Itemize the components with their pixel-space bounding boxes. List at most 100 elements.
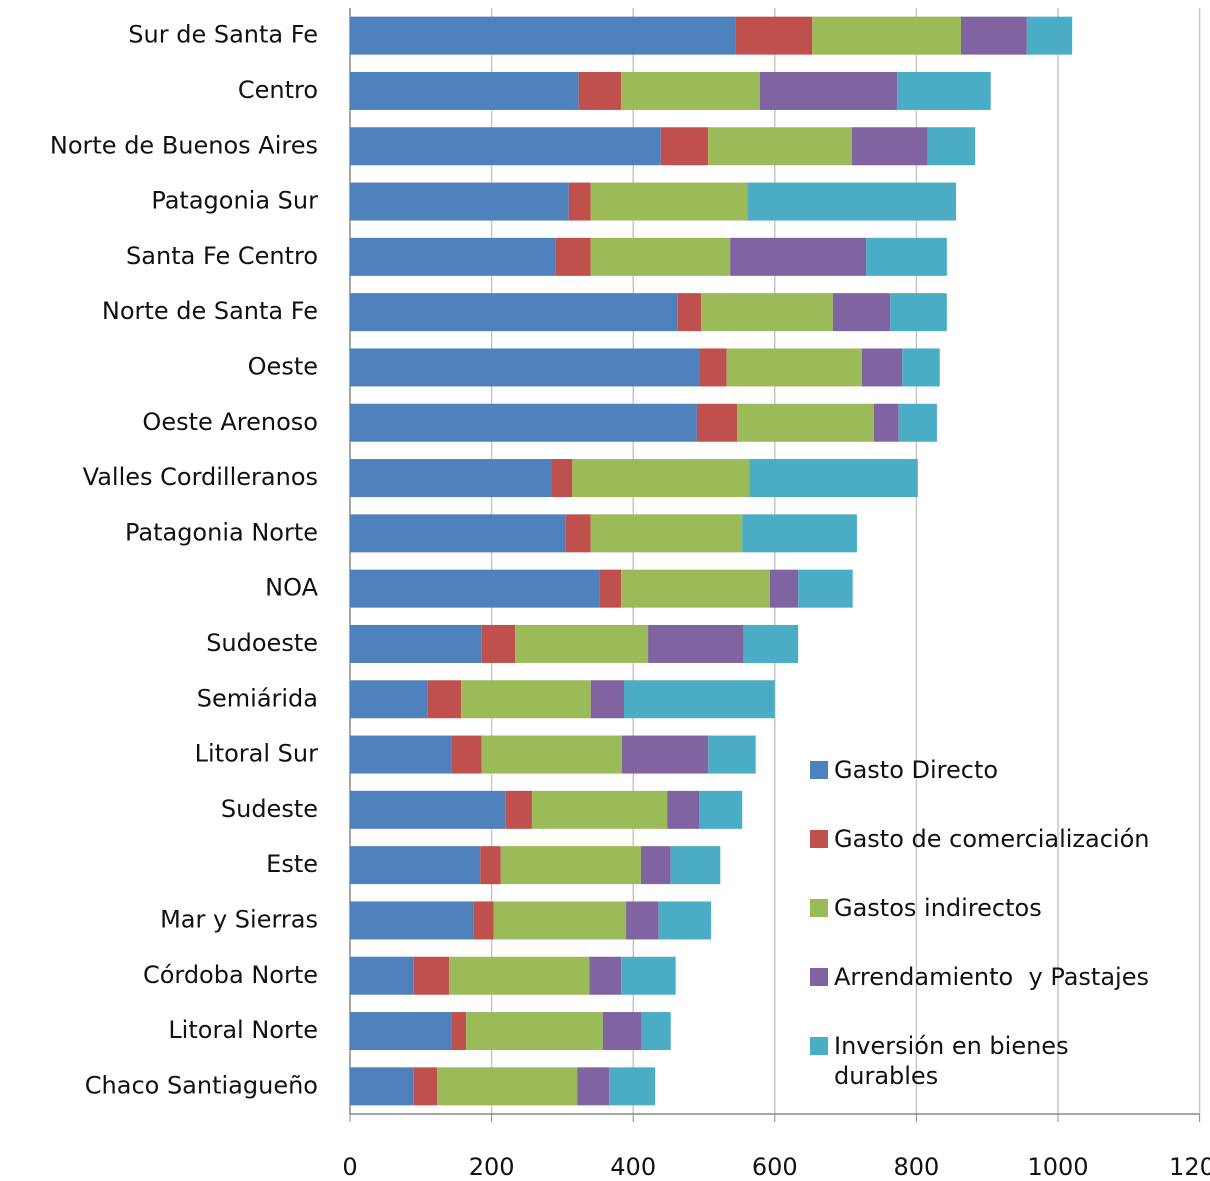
bar-segment [427, 680, 462, 719]
bar-segment [514, 624, 649, 663]
bar-segment [866, 237, 947, 276]
bar-segment [832, 293, 891, 332]
bar-segment [898, 403, 937, 442]
bar-segment [481, 624, 515, 663]
bar-segment [350, 71, 579, 110]
bar-segment [413, 1067, 438, 1106]
bar-segment [350, 956, 414, 995]
legend-swatch [810, 968, 828, 986]
bar-segment [873, 403, 899, 442]
y-tick-label: Este [266, 850, 318, 878]
bar-segment [641, 1012, 671, 1051]
bar-segment [505, 790, 532, 829]
y-tick-label: Litoral Norte [168, 1016, 318, 1044]
bar-segment [473, 901, 494, 940]
bar-segment [749, 459, 918, 498]
bar-segment [726, 348, 862, 387]
x-tick-label: 800 [893, 1153, 939, 1181]
bar-segment [640, 846, 671, 885]
x-tick-label: 1200 [1169, 1153, 1210, 1181]
bar-segment [350, 1012, 452, 1051]
bar-segment [747, 182, 957, 221]
bar-segment [350, 182, 569, 221]
bar-segment [699, 790, 743, 829]
y-tick-label: Litoral Sur [195, 740, 318, 768]
bar-segment [890, 293, 947, 332]
bar-segment [555, 237, 591, 276]
bar-segment [589, 956, 622, 995]
bar-segment [602, 1012, 642, 1051]
bar-segment [350, 680, 428, 719]
bar-segment [493, 901, 627, 940]
legend-label: Gasto Directo [834, 756, 999, 784]
bar-segment [696, 403, 738, 442]
bar-segment [350, 348, 700, 387]
bar-segment [742, 514, 857, 553]
bar-segment [769, 569, 799, 608]
bar-segment [861, 348, 903, 387]
y-tick-label: Sudoeste [206, 629, 318, 657]
bar-segment [708, 735, 756, 774]
bar-segment [708, 127, 852, 166]
bar-segment [350, 237, 556, 276]
x-tick-label: 600 [752, 1153, 798, 1181]
bar-segment [897, 71, 991, 110]
bar-segment [350, 624, 482, 663]
legend-swatch [810, 830, 828, 848]
y-tick-label: Oeste [248, 352, 318, 380]
y-tick-label: Sudeste [221, 795, 318, 823]
bar-segment [449, 956, 590, 995]
bar-segment [350, 901, 474, 940]
bar-segment [621, 71, 760, 110]
bar-segment [565, 514, 591, 553]
y-tick-label: Chaco Santiagueño [85, 1071, 318, 1099]
y-tick-label: Norte de Buenos Aires [50, 131, 318, 159]
legend-label: Gasto de comercialización [834, 825, 1150, 853]
bar-segment [735, 16, 813, 55]
legend-swatch [810, 1037, 828, 1055]
bar-segment [667, 790, 700, 829]
bar-segment [851, 127, 928, 166]
bar-segment [798, 569, 853, 608]
bar-segment [350, 569, 600, 608]
bar-segment [551, 459, 573, 498]
bar-segment [927, 127, 976, 166]
legend-item: Arrendamiento y Pastajes [810, 962, 1205, 1031]
bar-segment [350, 403, 697, 442]
bar-segment [350, 790, 506, 829]
bar-segment [621, 735, 709, 774]
bar-segment [590, 237, 731, 276]
bar-segment [759, 71, 898, 110]
y-tick-label: Santa Fe Centro [126, 242, 318, 270]
bar-segment [350, 735, 452, 774]
legend-item: Gasto Directo [810, 755, 1205, 824]
bar-segment [626, 901, 659, 940]
y-tick-label: Semiárida [197, 684, 318, 712]
bar-segment [350, 846, 481, 885]
bar-segment [461, 680, 591, 719]
bar-segment [701, 293, 833, 332]
bar-segment [660, 127, 709, 166]
bar-segment [578, 71, 622, 110]
bar-segment [466, 1012, 603, 1051]
bar-segment [743, 624, 799, 663]
legend-swatch [810, 761, 828, 779]
bar-segment [623, 680, 775, 719]
bar-segment [677, 293, 702, 332]
bar-segment [350, 127, 661, 166]
bar-segment [572, 459, 750, 498]
bar-segment [599, 569, 622, 608]
y-tick-label: NOA [265, 574, 318, 602]
y-tick-label: Oeste Arenoso [142, 408, 318, 436]
y-tick-label: Córdoba Norte [143, 961, 318, 989]
bar-segment [961, 16, 1027, 55]
x-tick-label: 1000 [1027, 1153, 1088, 1181]
y-tick-label: Patagonia Sur [151, 187, 318, 215]
bar-segment [699, 348, 727, 387]
y-tick-label: Valles Cordilleranos [83, 463, 318, 491]
bar-segment [590, 680, 624, 719]
legend-label: Arrendamiento y Pastajes [834, 963, 1149, 991]
legend-item: Inversión en bienes durables [810, 1031, 1205, 1100]
x-tick-label: 0 [342, 1153, 357, 1181]
